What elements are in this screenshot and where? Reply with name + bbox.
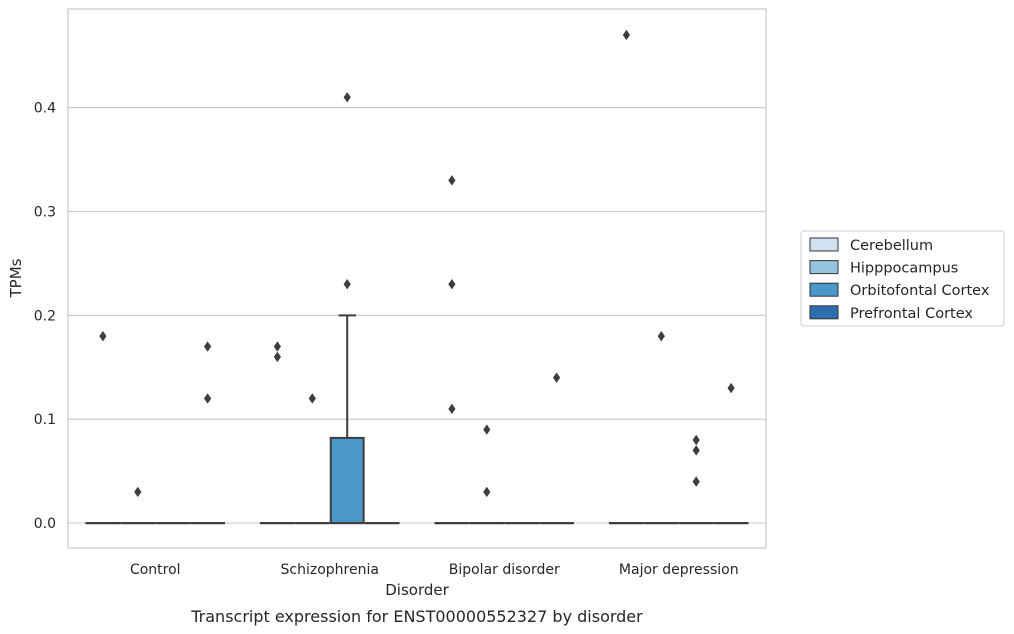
box-0-3 bbox=[608, 29, 644, 525]
outlier-point bbox=[692, 445, 700, 456]
box-1-0 bbox=[120, 486, 156, 525]
outlier-point bbox=[622, 29, 630, 41]
box-3-3 bbox=[713, 382, 749, 525]
box-2-1 bbox=[329, 92, 365, 525]
box-1-3 bbox=[643, 330, 679, 525]
box-groups bbox=[85, 29, 749, 525]
outlier-point bbox=[727, 382, 735, 394]
outlier-point bbox=[134, 486, 142, 498]
legend-swatch bbox=[809, 282, 839, 297]
outlier-point bbox=[343, 279, 351, 290]
x-tick-label: Bipolar disorder bbox=[449, 562, 560, 578]
outlier-point bbox=[99, 330, 107, 342]
outlier-point bbox=[448, 403, 456, 415]
grid-lines bbox=[68, 107, 766, 524]
y-tick-labels: 0.0 0.1 0.2 0.3 0.4 bbox=[34, 101, 56, 532]
legend-entry: Prefrontal Cortex bbox=[850, 306, 973, 322]
outlier-point bbox=[692, 476, 700, 487]
outlier-point bbox=[483, 424, 491, 435]
y-tick-label: 0.0 bbox=[34, 516, 56, 532]
y-tick-label: 0.4 bbox=[34, 101, 56, 117]
legend-entry: Orbitofontal Cortex bbox=[850, 283, 990, 299]
box-0-2 bbox=[434, 175, 470, 525]
outlier-point bbox=[448, 175, 456, 186]
x-tick-label: Major depression bbox=[619, 562, 739, 578]
legend-swatch bbox=[809, 305, 839, 320]
x-tick-label: Control bbox=[130, 562, 181, 578]
box-3-0 bbox=[190, 341, 226, 525]
legend-swatch bbox=[809, 237, 839, 252]
y-tick-label: 0.2 bbox=[34, 308, 56, 324]
outlier-point bbox=[692, 434, 700, 446]
box-2-3 bbox=[678, 434, 714, 525]
x-tick-labels: Control Schizophrenia Bipolar disorder Majo… bbox=[130, 562, 739, 578]
legend: Cerebellum Hipppocampus Orbitofontal Corte… bbox=[800, 230, 1005, 327]
y-tick-label: 0.3 bbox=[34, 205, 56, 221]
legend-entry: Cerebellum bbox=[850, 238, 933, 254]
legend-frame bbox=[800, 230, 1005, 327]
y-axis-label: TPMs bbox=[7, 258, 25, 298]
x-axis-label: Disorder bbox=[385, 581, 449, 599]
y-tick-label: 0.1 bbox=[34, 412, 56, 428]
box-body bbox=[329, 436, 365, 525]
plot-frame bbox=[67, 8, 767, 549]
chart-caption: Transcript expression for ENST0000055232… bbox=[190, 607, 643, 626]
box-0-1 bbox=[259, 341, 295, 525]
outlier-point bbox=[204, 341, 212, 352]
outlier-point bbox=[553, 372, 561, 383]
outlier-point bbox=[308, 393, 316, 404]
outlier-point bbox=[204, 393, 212, 404]
outlier-point bbox=[657, 330, 665, 342]
box-1-1 bbox=[294, 393, 330, 525]
box-0-0 bbox=[85, 330, 121, 525]
legend-swatch bbox=[809, 260, 839, 275]
outlier-point bbox=[273, 351, 281, 363]
box-1-2 bbox=[469, 424, 505, 525]
box-3-2 bbox=[539, 372, 575, 525]
outlier-point bbox=[343, 92, 351, 103]
x-tick-label: Schizophrenia bbox=[281, 562, 379, 578]
outlier-point bbox=[483, 486, 491, 498]
outlier-point bbox=[448, 279, 456, 290]
outlier-point bbox=[273, 341, 281, 352]
legend-entry: Hipppocampus bbox=[850, 261, 958, 277]
